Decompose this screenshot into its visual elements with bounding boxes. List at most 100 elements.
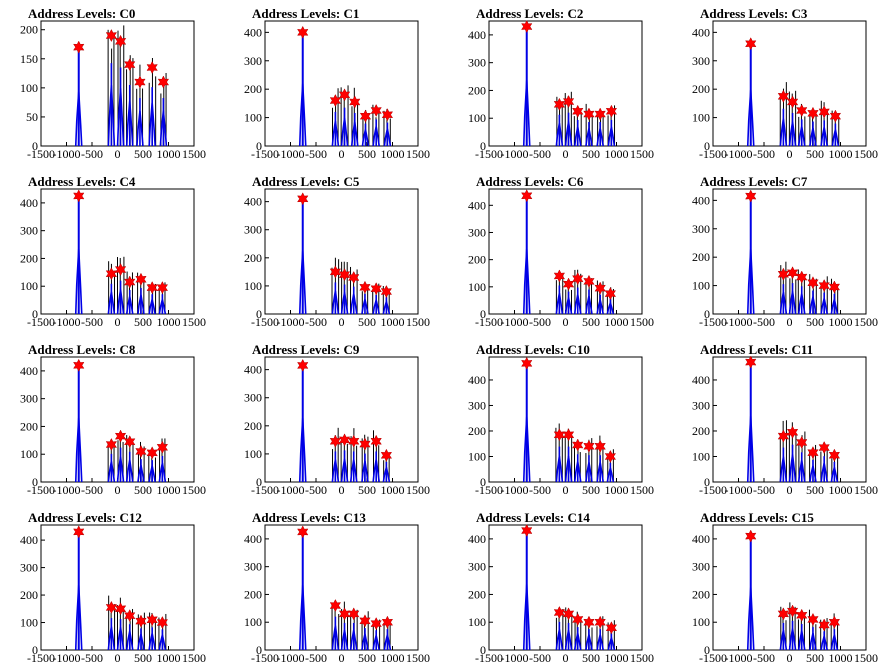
histogram-shoulder bbox=[383, 634, 392, 651]
histogram-shoulder bbox=[797, 460, 806, 483]
peak-marker bbox=[521, 356, 533, 370]
x-tick-label: 0 bbox=[339, 651, 345, 665]
chart-title: Address Levels: C12 bbox=[28, 510, 142, 525]
peak-marker bbox=[105, 267, 118, 281]
x-tick-label: 1000 bbox=[605, 651, 629, 665]
histogram-shoulder bbox=[116, 88, 125, 147]
y-tick-label: 300 bbox=[692, 54, 710, 68]
x-tick-label: 1000 bbox=[381, 147, 405, 161]
x-tick-label: -1500 bbox=[251, 147, 279, 161]
peak-marker bbox=[786, 266, 799, 280]
peak-marker bbox=[297, 358, 309, 372]
peak-marker bbox=[370, 617, 382, 631]
histogram-bar bbox=[833, 461, 836, 482]
histogram-shoulder bbox=[349, 629, 358, 651]
histogram-shoulder bbox=[107, 85, 116, 147]
y-tick-label: 400 bbox=[692, 532, 710, 546]
x-tick-label: 1500 bbox=[630, 147, 654, 161]
histogram-bar bbox=[588, 629, 590, 650]
x-tick-label: -500 bbox=[753, 651, 775, 665]
peak-marker bbox=[297, 25, 309, 39]
chart-panel: Address Levels: C5 -1500 -1000 -500 0 500 1000… bbox=[224, 168, 448, 336]
x-tick-label: 1500 bbox=[854, 315, 878, 329]
histogram-shoulder bbox=[797, 630, 806, 651]
histogram-shoulder bbox=[361, 129, 370, 147]
chart-svg: Address Levels: C5-1500-1000 -500 0 500 1000… bbox=[244, 174, 430, 329]
histogram-bar bbox=[588, 289, 590, 314]
peak-marker bbox=[745, 37, 757, 51]
peak-marker bbox=[135, 614, 147, 628]
peak-marker bbox=[572, 438, 584, 452]
histogram-bar bbox=[334, 451, 337, 482]
histogram-bar bbox=[119, 619, 122, 650]
peak-marker bbox=[338, 607, 351, 621]
histogram-bar bbox=[823, 456, 825, 482]
histogram-bar bbox=[599, 122, 601, 146]
peak-marker bbox=[796, 435, 808, 450]
peak-marker bbox=[807, 106, 819, 120]
x-tick-label: 500 bbox=[806, 147, 824, 161]
x-tick-label: -1500 bbox=[699, 147, 727, 161]
peak-marker bbox=[381, 108, 394, 122]
peak-marker bbox=[777, 89, 790, 103]
y-tick-label: 0 bbox=[32, 139, 38, 153]
histogram-bar bbox=[128, 624, 131, 650]
histogram-bar bbox=[800, 119, 803, 146]
histogram-shoulder bbox=[809, 296, 817, 315]
histogram-bar bbox=[812, 121, 814, 146]
y-tick-label: 0 bbox=[704, 139, 710, 153]
histogram-bar bbox=[558, 446, 561, 482]
histogram-bar bbox=[161, 455, 164, 482]
y-tick-label: 200 bbox=[468, 253, 486, 267]
histogram-shoulder bbox=[158, 634, 167, 651]
x-tick-label: -500 bbox=[753, 483, 775, 497]
histogram-series bbox=[74, 363, 167, 483]
peak-marker bbox=[553, 605, 566, 620]
histogram-shoulder bbox=[331, 290, 340, 315]
histogram-shoulder bbox=[522, 584, 531, 651]
histogram-series bbox=[522, 528, 616, 651]
histogram-series bbox=[522, 24, 616, 147]
histogram-shoulder bbox=[372, 126, 380, 147]
chart-title: Address Levels: C6 bbox=[476, 174, 584, 189]
peak-marker bbox=[114, 602, 127, 616]
x-tick-label: 0 bbox=[563, 315, 569, 329]
histogram-bar bbox=[334, 616, 337, 650]
histogram-shoulder bbox=[361, 633, 369, 651]
x-tick-label: -1500 bbox=[475, 315, 503, 329]
x-tick-label: 500 bbox=[358, 483, 376, 497]
y-tick-label: 400 bbox=[244, 532, 262, 546]
y-tick-label: 400 bbox=[20, 533, 38, 547]
peak-marker bbox=[370, 282, 382, 296]
x-tick-label: 1500 bbox=[854, 651, 878, 665]
histogram-bar bbox=[343, 622, 346, 650]
histogram-shoulder bbox=[136, 110, 144, 147]
peak-marker bbox=[521, 189, 533, 203]
histogram-shoulder bbox=[522, 416, 531, 483]
chart-panel: Address Levels: C3 -1500 -1000 -500 0 500 1000… bbox=[672, 0, 896, 168]
histogram-shoulder bbox=[564, 121, 573, 147]
peak-marker bbox=[359, 614, 371, 628]
histogram-shoulder bbox=[585, 462, 593, 483]
histogram-shoulder bbox=[361, 299, 369, 315]
peak-marker bbox=[594, 615, 606, 629]
peak-marker bbox=[562, 428, 575, 442]
histogram-shoulder bbox=[361, 461, 369, 483]
histogram-bar bbox=[161, 294, 164, 314]
histogram-shoulder bbox=[148, 299, 156, 315]
chart-title: Address Levels: C14 bbox=[476, 510, 590, 525]
chart-panel: Address Levels: C11 -1500 -1000 -500 0 500 100… bbox=[672, 336, 896, 504]
y-tick-label: 0 bbox=[480, 139, 486, 153]
histogram-shoulder bbox=[564, 455, 573, 483]
x-tick-label: 0 bbox=[787, 651, 793, 665]
histogram-shoulder bbox=[809, 633, 817, 651]
chart-svg: Address Levels: C2-1500-1000 -500 0 500 1000… bbox=[468, 6, 654, 161]
peak-marker bbox=[359, 109, 372, 123]
y-tick-label: 400 bbox=[244, 25, 262, 39]
histogram-shoulder bbox=[779, 291, 788, 315]
histogram-bar bbox=[161, 629, 164, 650]
peak-marker bbox=[359, 280, 371, 294]
peak-marker bbox=[583, 439, 595, 453]
y-tick-label: 300 bbox=[468, 225, 486, 239]
histogram-bar bbox=[385, 297, 388, 314]
